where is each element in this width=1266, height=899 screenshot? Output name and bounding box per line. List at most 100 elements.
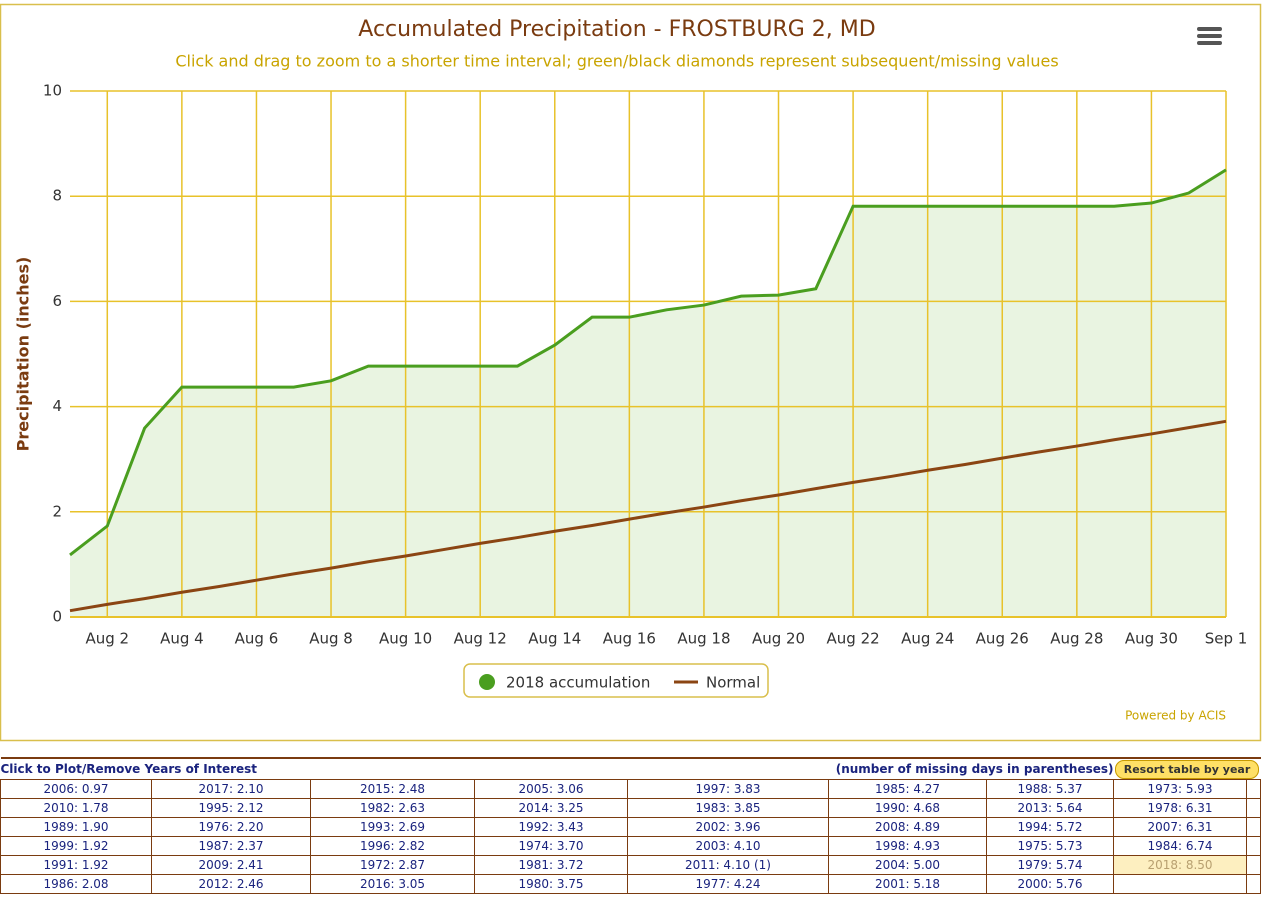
- menu-bar[interactable]: [1197, 34, 1222, 38]
- table-row: 1999: 1.92 1987: 2.37 1996: 2.82 1974: 3.70…: [0, 836, 1261, 856]
- year-cell[interactable]: 2011: 4.10 (1): [627, 855, 829, 875]
- x-tick-label: Aug 10: [379, 630, 432, 648]
- resort-button[interactable]: Resort table by year: [1114, 760, 1260, 779]
- table-row: 1986: 2.08 2012: 2.46 2016: 3.05 1980: 3.75…: [0, 874, 1261, 894]
- area: [70, 169, 1226, 617]
- x-tick-label: Aug 20: [752, 630, 805, 648]
- x-tick-label: Sep 1: [1205, 630, 1248, 648]
- x-tick-label: Aug 6: [235, 630, 279, 648]
- year-cell[interactable]: 1993: 2.69: [310, 817, 475, 837]
- y-tick-label: 0: [52, 608, 62, 626]
- year-cell[interactable]: 1992: 3.43: [474, 817, 628, 837]
- year-cell[interactable]: 1975: 5.73: [986, 836, 1114, 856]
- year-cell[interactable]: 2007: 6.31: [1113, 817, 1247, 837]
- year-cell[interactable]: 1974: 3.70: [474, 836, 628, 856]
- year-cell[interactable]: 1989: 1.90: [0, 817, 152, 837]
- y-tick-label: 8: [52, 187, 62, 205]
- year-cell[interactable]: 1984: 6.74: [1113, 836, 1247, 856]
- year-cell[interactable]: 1996: 2.82: [310, 836, 475, 856]
- year-cell[interactable]: 2018: 8.50: [1113, 855, 1247, 875]
- header-right: Resort table by year: [1113, 757, 1261, 780]
- table-row: 2010: 1.78 1995: 2.12 1982: 2.63 2014: 3.25…: [0, 798, 1261, 818]
- year-cell[interactable]: 2016: 3.05: [310, 874, 475, 894]
- legend-label: Normal: [706, 674, 760, 692]
- y-tick-label: 10: [43, 82, 62, 100]
- year-cell[interactable]: 2014: 3.25: [474, 798, 628, 818]
- year-cell[interactable]: 2013: 5.64: [986, 798, 1114, 818]
- year-cell[interactable]: 2000: 5.76: [986, 874, 1114, 894]
- year-cell[interactable]: 1976: 2.20: [151, 817, 311, 837]
- table-row: 1989: 1.90 1976: 2.20 1993: 2.69 1992: 3.43…: [0, 817, 1261, 837]
- year-cell[interactable]: 1978: 6.31: [1113, 798, 1247, 818]
- y-axis-label: Precipitation (inches): [14, 257, 33, 452]
- year-cell[interactable]: 2003: 4.10: [627, 836, 829, 856]
- empty-cell: [1246, 874, 1261, 894]
- series-line: [69, 419, 1227, 613]
- table-row: 2006: 0.97 2017: 2.10 2015: 2.48 2005: 3.06…: [0, 779, 1261, 799]
- y-tick-label: 4: [52, 397, 62, 415]
- year-cell[interactable]: 1995: 2.12: [151, 798, 311, 818]
- empty-cell: [1246, 836, 1261, 856]
- menu-button[interactable]: [1197, 27, 1222, 45]
- year-cell[interactable]: 1997: 3.83: [627, 779, 829, 799]
- year-cell[interactable]: 1994: 5.72: [986, 817, 1114, 837]
- year-cell[interactable]: 2010: 1.78: [0, 798, 152, 818]
- empty-cell: [1113, 874, 1247, 894]
- year-cell[interactable]: 1988: 5.37: [986, 779, 1114, 799]
- year-cell[interactable]: 1979: 5.74: [986, 855, 1114, 875]
- year-cell[interactable]: 1987: 2.37: [151, 836, 311, 856]
- legend-label: 2018 accumulation: [506, 674, 650, 692]
- header-left: Click to Plot/Remove Years of Interest: [0, 757, 311, 780]
- year-cell[interactable]: 2012: 2.46: [151, 874, 311, 894]
- year-cell[interactable]: 2005: 3.06: [474, 779, 628, 799]
- year-cell[interactable]: 2006: 0.97: [0, 779, 152, 799]
- x-tick-label: Aug 24: [901, 630, 954, 648]
- legend-marker: [479, 674, 495, 690]
- year-cell[interactable]: 1980: 3.75: [474, 874, 628, 894]
- credit: Powered by ACIS: [1125, 709, 1226, 723]
- year-cell[interactable]: 1981: 3.72: [474, 855, 628, 875]
- year-cell[interactable]: 2004: 5.00: [828, 855, 987, 875]
- year-cell[interactable]: 1973: 5.93: [1113, 779, 1247, 799]
- menu-bar[interactable]: [1197, 41, 1222, 45]
- x-tick-label: Aug 18: [677, 630, 730, 648]
- x-tick-label: Aug 4: [160, 630, 204, 648]
- year-cell[interactable]: 1972: 2.87: [310, 855, 475, 875]
- table-header: Click to Plot/Remove Years of Interest (n…: [0, 757, 1261, 780]
- empty-cell: [1246, 855, 1261, 875]
- menu-bar[interactable]: [1197, 27, 1222, 31]
- year-cell[interactable]: 1991: 1.92: [0, 855, 152, 875]
- year-cell[interactable]: 1982: 2.63: [310, 798, 475, 818]
- x-tick-label: Aug 28: [1050, 630, 1103, 648]
- year-cell[interactable]: 2002: 3.96: [627, 817, 829, 837]
- x-tick-label: Aug 26: [976, 630, 1029, 648]
- chart-title: Accumulated Precipitation - FROSTBURG 2,…: [358, 17, 875, 42]
- year-cell[interactable]: 1999: 1.92: [0, 836, 152, 856]
- year-cell[interactable]: 1998: 4.93: [828, 836, 987, 856]
- years-table: Click to Plot/Remove Years of Interest (n…: [0, 757, 1261, 894]
- year-cell[interactable]: 2008: 4.89: [828, 817, 987, 837]
- year-cell[interactable]: 2001: 5.18: [828, 874, 987, 894]
- year-cell[interactable]: 2015: 2.48: [310, 779, 475, 799]
- empty-cell: [1246, 798, 1261, 818]
- year-cell[interactable]: 1983: 3.85: [627, 798, 829, 818]
- chart: Accumulated Precipitation - FROSTBURG 2,…: [0, 3, 1262, 742]
- year-cell[interactable]: 1985: 4.27: [828, 779, 987, 799]
- y-tick-label: 2: [52, 502, 62, 520]
- year-cell[interactable]: 2017: 2.10: [151, 779, 311, 799]
- empty-cell: [1246, 779, 1261, 799]
- year-cell[interactable]: 1986: 2.08: [0, 874, 152, 894]
- x-tick-label: Aug 16: [603, 630, 656, 648]
- table-row: 1991: 1.92 2009: 2.41 1972: 2.87 1981: 3.72…: [0, 855, 1261, 875]
- x-tick-label: Aug 22: [827, 630, 880, 648]
- x-tick-label: Aug 14: [528, 630, 581, 648]
- legend-box: [463, 663, 769, 698]
- x-tick-label: Aug 8: [309, 630, 353, 648]
- header-center: (number of missing days in parentheses): [310, 757, 1114, 780]
- year-cell[interactable]: 2009: 2.41: [151, 855, 311, 875]
- x-tick-label: Aug 12: [454, 630, 507, 648]
- year-cell[interactable]: 1990: 4.68: [828, 798, 987, 818]
- year-cell[interactable]: 1977: 4.24: [627, 874, 829, 894]
- empty-cell: [1246, 817, 1261, 837]
